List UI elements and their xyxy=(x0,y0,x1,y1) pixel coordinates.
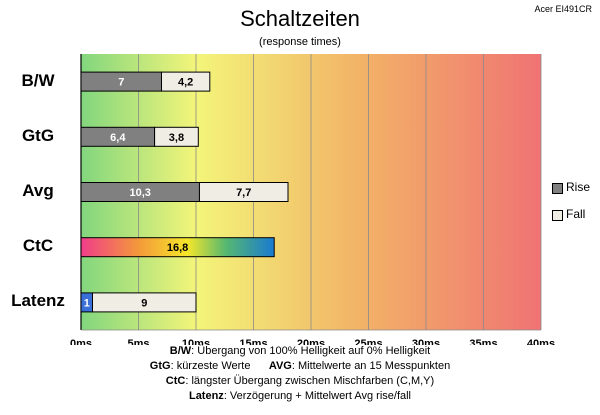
bars: 7 4,2 6,4 3,8 10,3 7,7 16,8 1 9 xyxy=(80,71,289,313)
data-label-fall: 9 xyxy=(141,297,147,309)
legend-swatch xyxy=(552,210,563,221)
chart-subtitle: (response times) xyxy=(259,36,341,48)
bar-fall xyxy=(92,292,197,313)
x-tick-label: 0ms xyxy=(70,338,92,345)
chart-title: Schaltzeiten xyxy=(240,6,360,31)
data-label-fall: 3,8 xyxy=(169,132,184,144)
monitor-model-label: Acer EI491CR xyxy=(534,4,592,14)
category-label: Latenz xyxy=(11,291,65,311)
data-label-rise: 1 xyxy=(84,297,90,309)
data-label-fall: 4,2 xyxy=(178,77,193,89)
x-tick-label: 5ms xyxy=(127,338,149,345)
chart-plot: 7 4,2 6,4 3,8 10,3 7,7 16,8 1 9 0ms 5ms 10ms 15ms 20… xyxy=(70,54,555,345)
data-label-fall: 7,7 xyxy=(236,187,251,199)
category-label: CtC xyxy=(22,236,54,256)
data-label-rise: 6,4 xyxy=(110,132,126,144)
x-tick-label: 20ms xyxy=(297,338,325,345)
data-label-rise: 10,3 xyxy=(130,187,151,199)
x-tick-label: 25ms xyxy=(354,338,382,345)
category-label: Avg xyxy=(22,181,54,200)
bar-fall xyxy=(198,182,289,202)
x-tick-label: 35ms xyxy=(469,338,497,345)
footnote-ctc: CtC: längster Übergang zwischen Mischfar… xyxy=(165,375,435,387)
x-tick-label: 40ms xyxy=(527,338,555,345)
bar-fall xyxy=(161,71,211,92)
footnotes: B/W: Übergang von 100% Helligkeit auf 0%… xyxy=(0,344,600,404)
footnote-latenz: Latenz: Verzögerung + Mittelwert Avg ris… xyxy=(188,390,412,402)
category-label: GtG xyxy=(21,125,55,145)
x-tick-label: 10ms xyxy=(182,338,210,345)
x-tick-label: 30ms xyxy=(412,338,440,345)
x-tick-label: 15ms xyxy=(239,338,267,345)
gridlines xyxy=(80,54,542,331)
x-tick-labels: 0ms 5ms 10ms 15ms 20ms 25ms 30ms 35ms 40ms xyxy=(70,338,555,345)
bar-rise xyxy=(80,237,275,258)
data-label-rise: 7 xyxy=(118,77,124,89)
legend-label: Rise xyxy=(566,180,591,194)
footnote-bw: B/W: Übergang von 100% Helligkeit auf 0%… xyxy=(169,345,431,357)
bar-fall xyxy=(154,126,199,147)
footnote-gtg-avg: GtG: kürzeste Werte AVG: Mittelwerte an … xyxy=(149,360,451,372)
legend-label: Fall xyxy=(566,207,586,221)
data-label-rise: 16,8 xyxy=(167,242,188,254)
legend-swatch xyxy=(552,183,563,194)
category-label: B/W xyxy=(21,70,55,90)
